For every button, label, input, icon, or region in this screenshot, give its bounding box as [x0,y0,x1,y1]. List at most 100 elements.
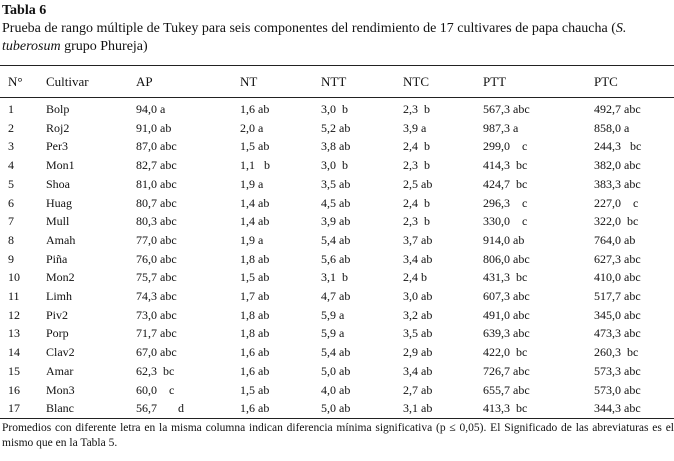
cell-nt: 1,6 ab [240,401,270,416]
cell-ptt: 639,3 abc [483,326,530,341]
cell-ptc: 227,0 c [594,195,639,210]
cell-nt: 1,1 b [240,158,270,173]
cell-nt: 1,7 ab [240,289,270,303]
cell-cultivar: Mon2 [46,270,75,285]
table-row: 7 Mull 80,3 abc 1,4 ab 3,9 ab 2,3 b 330,0 c 322… [0,212,674,231]
cell-cultivar: Mull [46,214,70,229]
cell-ntt: 4,5 ab [321,195,351,210]
cell-ntt: 3,9 ab [321,214,351,229]
cell-nt: 1,8 ab [240,307,270,322]
cell-ap: 76,0 abc [136,251,177,266]
cell-row-number: 7 [8,214,14,229]
cell-ptc: 517,7 abc [594,289,641,303]
cell-cultivar: Amar [46,363,74,378]
cell-ntt: 3,0 b [321,158,348,173]
cell-row-number: 16 [8,382,20,397]
cell-ntc: 3,5 ab [403,326,433,341]
cell-ntt: 4,7 ab [321,289,351,303]
column-header-ptc: PTC [594,74,618,89]
column-header-ntc: NTC [403,74,429,89]
cell-row-number: 8 [8,232,14,247]
cell-ntc: 2,4 b [403,139,430,154]
cell-row-number: 17 [8,401,20,416]
cell-ap: 80,3 abc [136,214,177,229]
cell-ptc: 244,3 bc [594,139,642,154]
cell-cultivar: Per3 [46,139,68,154]
cell-ap: 87,0 abc [136,139,177,154]
cell-ntt: 5,9 a [321,307,345,322]
cell-ntc: 2,7 ab [403,382,433,397]
cell-ntc: 3,0 ab [403,289,433,303]
column-header-ptt: PTT [483,74,507,89]
cell-ptc: 410,0 abc [594,270,641,285]
cell-row-number: 1 [8,102,14,116]
cell-ptc: 345,0 abc [594,307,641,322]
cell-ap: 82,7 abc [136,158,177,173]
cell-ntt: 4,0 ab [321,382,351,397]
table-row: 4 Mon1 82,7 abc 1,1 b 3,0 b 2,3 b 414,3 bc 382,… [0,156,674,175]
cell-ptt: 424,7 bc [483,176,528,191]
cell-ntt: 5,2 ab [321,120,351,135]
table-footnote: Promedios con diferente letra en la mism… [2,422,674,449]
table-header: N° Cultivar AP NT NTT NTC PTT PTC [0,74,674,92]
cell-ntc: 3,4 ab [403,251,433,266]
cell-cultivar: Limh [46,289,72,303]
cell-ntt: 3,0 b [321,102,348,116]
cell-cultivar: Porp [46,326,69,341]
cell-cultivar: Blanc [46,401,74,416]
cell-cultivar: Amah [46,232,76,247]
cell-ptt: 806,0 abc [483,251,530,266]
cell-ptt: 655,7 abc [483,382,530,397]
table-row: 15 Amar 62,3 bc 1,6 ab 5,0 ab 3,4 ab 726,7 abc… [0,362,674,381]
cell-ptt: 491,0 abc [483,307,530,322]
table-row: 3 Per3 87,0 abc 1,5 ab 3,8 ab 2,4 b 299,0 c 244… [0,137,674,156]
cell-nt: 1,9 a [240,232,264,247]
table-row: 5 Shoa 81,0 abc 1,9 a 3,5 ab 2,5 ab 424,7 bc 38… [0,175,674,194]
cell-row-number: 11 [8,289,20,303]
cell-cultivar: Mon1 [46,158,75,173]
cell-row-number: 6 [8,195,14,210]
cell-ap: 62,3 bc [136,363,175,378]
cell-nt: 1,6 ab [240,363,270,378]
cell-ap: 73,0 abc [136,307,177,322]
cell-ntc: 2,4 b [403,270,427,285]
cell-nt: 1,6 ab [240,345,270,360]
cell-nt: 1,6 ab [240,102,270,116]
cell-nt: 1,4 ab [240,195,270,210]
cell-ap: 77,0 abc [136,232,177,247]
cell-cultivar: Piña [46,251,68,266]
cell-ptt: 422,0 bc [483,345,528,360]
cell-ntt: 3,8 ab [321,139,351,154]
caption-species: S. tuberosum [2,21,627,54]
cell-row-number: 10 [8,270,20,285]
table-row: 6 Huag 80,7 abc 1,4 ab 4,5 ab 2,4 b 296,3 c 227… [0,194,674,213]
cell-ntc: 3,9 a [403,120,427,135]
table-title: Tabla 6 [2,3,47,18]
cell-row-number: 15 [8,363,20,378]
cell-ap: 60,0 c [136,382,175,397]
cell-ptt: 987,3 a [483,120,519,135]
cell-ap: 91,0 ab [136,120,172,135]
cell-ntt: 5,6 ab [321,251,351,266]
cell-ptc: 322,0 bc [594,214,639,229]
header-rule [0,97,674,98]
cell-nt: 1,4 ab [240,214,270,229]
cell-ntt: 5,0 ab [321,363,351,378]
cell-ntt: 3,1 b [321,270,348,285]
cell-row-number: 3 [8,139,14,154]
table-row: 16 Mon3 60,0 c 1,5 ab 4,0 ab 2,7 ab 655,7 abc 5… [0,381,674,400]
column-header-row-number: N° [8,74,23,89]
cell-cultivar: Huag [46,195,72,210]
cell-ap: 74,3 abc [136,289,177,303]
cell-ptc: 344,3 abc [594,401,641,416]
cell-ptc: 573,0 abc [594,382,641,397]
cell-cultivar: Piv2 [46,307,69,322]
cell-cultivar: Roj2 [46,120,70,135]
cell-ptt: 330,0 c [483,214,528,229]
cell-ptc: 627,3 abc [594,251,641,266]
column-header-ap: AP [136,74,153,89]
cell-ntc: 3,4 ab [403,363,433,378]
cell-row-number: 2 [8,120,14,135]
cell-ptc: 382,0 abc [594,158,641,173]
cell-row-number: 5 [8,176,14,191]
